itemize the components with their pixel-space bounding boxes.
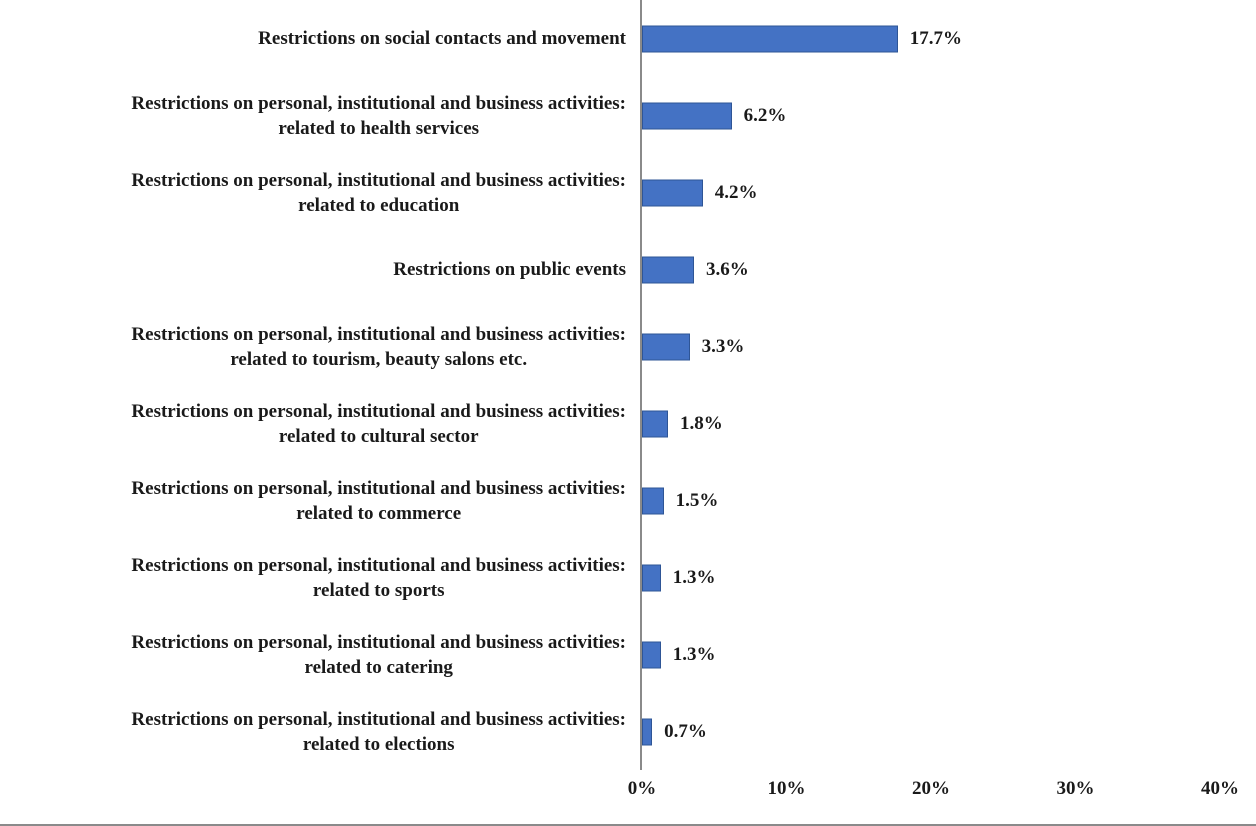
category-label-cell: Restrictions on public events xyxy=(0,257,640,282)
chart-row: Restrictions on personal, institutional … xyxy=(0,616,1256,693)
bar xyxy=(642,256,695,283)
value-label: 3.6% xyxy=(706,258,749,280)
category-label: Restrictions on personal, institutional … xyxy=(131,169,626,216)
plot-area: 1.3% xyxy=(642,616,1220,693)
value-label: 1.8% xyxy=(680,412,723,434)
chart-row: Restrictions on public events 3.6% xyxy=(0,231,1256,308)
plot-area: 17.7% xyxy=(642,0,1220,77)
bar xyxy=(642,718,653,745)
category-label-cell: Restrictions on personal, institutional … xyxy=(0,476,640,526)
value-label: 4.2% xyxy=(714,181,758,203)
category-label: Restrictions on personal, institutional … xyxy=(131,631,626,678)
x-tick-label: 20% xyxy=(912,778,950,799)
value-label: 1.3% xyxy=(672,643,716,665)
bar xyxy=(642,487,664,514)
plot-area: 1.3% xyxy=(642,539,1220,616)
plot-area: 1.5% xyxy=(642,462,1220,539)
chart-row: Restrictions on personal, institutional … xyxy=(0,385,1256,462)
plot-area: 3.6% xyxy=(642,231,1220,308)
category-label-cell: Restrictions on social contacts and move… xyxy=(0,26,640,51)
chart-row: Restrictions on personal, institutional … xyxy=(0,77,1256,154)
x-tick-label: 10% xyxy=(767,778,806,799)
chart-row: Restrictions on personal, institutional … xyxy=(0,154,1256,231)
chart-row: Restrictions on personal, institutional … xyxy=(0,308,1256,385)
bar xyxy=(642,102,732,129)
category-label: Restrictions on personal, institutional … xyxy=(131,708,626,755)
category-label-cell: Restrictions on personal, institutional … xyxy=(0,399,640,449)
category-label: Restrictions on social contacts and move… xyxy=(258,28,626,49)
x-axis-tick-labels: 0% 10% 20% 30% 40% xyxy=(628,778,1239,810)
y-axis-line xyxy=(640,0,642,770)
category-label: Restrictions on personal, institutional … xyxy=(131,554,626,601)
bar xyxy=(642,333,690,360)
bar xyxy=(642,410,668,437)
x-tick-label: 40% xyxy=(1201,778,1239,799)
category-label-cell: Restrictions on personal, institutional … xyxy=(0,91,640,141)
x-tick-label: 0% xyxy=(627,778,657,799)
chart-row: Restrictions on personal, institutional … xyxy=(0,693,1256,770)
chart-row: Restrictions on personal, institutional … xyxy=(0,462,1256,539)
chart-row: Restrictions on personal, institutional … xyxy=(0,539,1256,616)
value-label: 1.3% xyxy=(672,566,716,588)
category-label-cell: Restrictions on personal, institutional … xyxy=(0,168,640,218)
category-label: Restrictions on personal, institutional … xyxy=(131,477,626,524)
bar xyxy=(642,25,898,52)
category-label: Restrictions on public events xyxy=(393,259,626,280)
category-label-cell: Restrictions on personal, institutional … xyxy=(0,322,640,372)
value-label: 6.2% xyxy=(743,104,787,126)
category-label-cell: Restrictions on personal, institutional … xyxy=(0,553,640,603)
plot-area: 0.7% xyxy=(642,693,1220,770)
category-label-cell: Restrictions on personal, institutional … xyxy=(0,707,640,757)
x-tick-label: 30% xyxy=(1056,778,1095,799)
plot-area: 4.2% xyxy=(642,154,1220,231)
value-label: 17.7% xyxy=(909,27,962,49)
category-label: Restrictions on personal, institutional … xyxy=(131,323,626,370)
plot-area: 3.3% xyxy=(642,308,1220,385)
bar xyxy=(642,179,703,206)
category-label: Restrictions on personal, institutional … xyxy=(131,400,626,447)
bar xyxy=(642,564,661,591)
value-label: 0.7% xyxy=(664,720,707,742)
chart-row: Restrictions on social contacts and move… xyxy=(0,0,1256,77)
category-label: Restrictions on personal, institutional … xyxy=(131,92,626,139)
chart-rows: Restrictions on social contacts and move… xyxy=(0,0,1256,770)
value-label: 3.3% xyxy=(701,335,745,357)
plot-area: 1.8% xyxy=(642,385,1220,462)
value-label: 1.5% xyxy=(675,489,719,511)
bar xyxy=(642,641,661,668)
category-label-cell: Restrictions on personal, institutional … xyxy=(0,630,640,680)
plot-area: 6.2% xyxy=(642,77,1220,154)
